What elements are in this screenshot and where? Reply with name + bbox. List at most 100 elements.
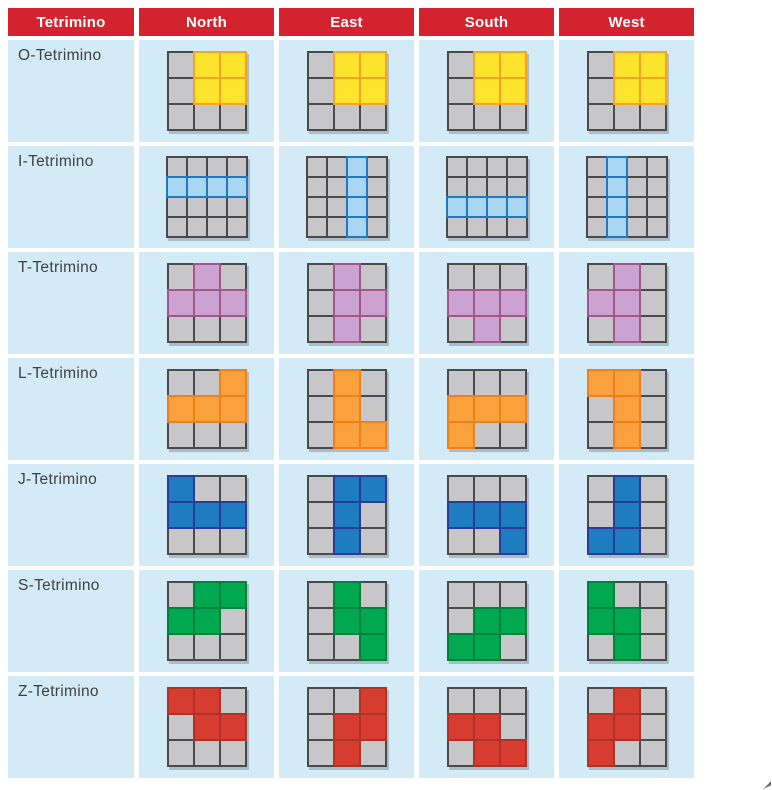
mino-cell-empty <box>365 156 388 178</box>
mino-cell-empty <box>306 263 335 291</box>
mino-cell-empty <box>358 263 387 291</box>
mino-cell-empty <box>586 687 615 715</box>
mino-cell-filled <box>332 713 361 741</box>
mino-cell-empty <box>638 607 667 635</box>
mino-cell-empty <box>638 713 667 741</box>
mino-grid <box>306 475 387 555</box>
mino-cell-empty <box>505 176 528 198</box>
mino-grid <box>446 263 527 343</box>
mino-cell-filled <box>358 77 387 105</box>
mino-cell-empty <box>365 196 388 218</box>
mino-cell-empty <box>498 633 527 661</box>
mino-cell-filled <box>345 196 368 218</box>
mino-cell-filled <box>332 581 361 609</box>
mino-grid <box>445 156 528 238</box>
mino-cell-empty <box>446 263 475 291</box>
mino-cell-filled <box>612 51 641 79</box>
mino-cell-filled <box>498 395 527 423</box>
mino-cell-filled <box>218 395 247 423</box>
mino-grid <box>166 369 247 449</box>
mino-cell-empty <box>332 687 361 715</box>
mino-cell-empty <box>498 263 527 291</box>
mino-cell-empty <box>498 713 527 741</box>
orientation-cell-north <box>139 252 274 354</box>
mino-cell-filled <box>218 51 247 79</box>
mino-cell-empty <box>446 607 475 635</box>
mino-cell-filled <box>638 77 667 105</box>
mino-cell-empty <box>625 216 648 238</box>
mino-cell-empty <box>325 196 348 218</box>
mino-cell-empty <box>218 315 247 343</box>
mino-cell-empty <box>325 156 348 178</box>
mino-cell-empty <box>586 77 615 105</box>
mino-cell-empty <box>306 103 335 131</box>
mino-cell-filled <box>166 475 195 503</box>
orientation-cell-south <box>419 570 554 672</box>
mino-cell-empty <box>445 216 468 238</box>
mino-cell-empty <box>306 77 335 105</box>
mino-cell-empty <box>465 176 488 198</box>
mino-cell-filled <box>446 421 475 449</box>
mino-cell-empty <box>358 527 387 555</box>
mino-cell-filled <box>485 196 508 218</box>
mino-cell-empty <box>192 633 221 661</box>
mino-cell-empty <box>472 581 501 609</box>
orientation-cell-west <box>559 676 694 778</box>
mino-cell-empty <box>306 501 335 529</box>
mino-grid <box>446 581 527 661</box>
mino-cell-empty <box>305 216 328 238</box>
mino-cell-empty <box>192 527 221 555</box>
mino-cell-empty <box>498 421 527 449</box>
mino-cell-filled <box>586 289 615 317</box>
mino-cell-filled <box>192 51 221 79</box>
header-south: South <box>419 8 554 36</box>
mino-cell-empty <box>638 633 667 661</box>
mino-cell-empty <box>645 216 668 238</box>
orientation-cell-west <box>559 570 694 672</box>
mino-cell-empty <box>166 103 195 131</box>
mino-cell-empty <box>446 51 475 79</box>
mino-cell-filled <box>166 395 195 423</box>
mino-cell-filled <box>498 289 527 317</box>
mino-grid <box>165 156 248 238</box>
mino-cell-empty <box>306 527 335 555</box>
mino-cell-filled <box>612 501 641 529</box>
mino-grid <box>305 156 388 238</box>
mino-cell-filled <box>358 421 387 449</box>
orientation-cell-north <box>139 358 274 460</box>
mino-cell-empty <box>192 475 221 503</box>
mino-cell-filled <box>612 263 641 291</box>
mino-cell-filled <box>192 77 221 105</box>
mino-cell-empty <box>465 216 488 238</box>
orientation-cell-east <box>279 146 414 248</box>
mino-grid <box>166 263 247 343</box>
mino-cell-filled <box>358 687 387 715</box>
mino-cell-filled <box>612 369 641 397</box>
mino-cell-filled <box>165 176 188 198</box>
mino-grid <box>586 475 667 555</box>
mino-cell-empty <box>446 581 475 609</box>
mino-cell-filled <box>586 607 615 635</box>
mino-cell-empty <box>166 315 195 343</box>
mino-cell-empty <box>358 103 387 131</box>
mino-cell-empty <box>585 196 608 218</box>
mino-cell-empty <box>586 263 615 291</box>
mino-cell-filled <box>332 607 361 635</box>
tetrimino-orientation-table: Tetrimino North East South West O-Tetrim… <box>8 8 694 778</box>
mino-cell-filled <box>332 77 361 105</box>
mino-cell-filled <box>605 156 628 178</box>
mino-cell-filled <box>218 289 247 317</box>
mino-cell-empty <box>586 395 615 423</box>
orientation-cell-west <box>559 464 694 566</box>
mino-cell-empty <box>358 315 387 343</box>
mino-cell-empty <box>498 103 527 131</box>
mino-cell-empty <box>365 216 388 238</box>
mino-cell-filled <box>358 51 387 79</box>
mino-cell-empty <box>446 687 475 715</box>
mino-cell-empty <box>612 103 641 131</box>
mino-cell-empty <box>218 607 247 635</box>
mino-cell-empty <box>445 176 468 198</box>
orientation-cell-west <box>559 146 694 248</box>
mino-cell-empty <box>472 103 501 131</box>
mino-cell-filled <box>612 687 641 715</box>
